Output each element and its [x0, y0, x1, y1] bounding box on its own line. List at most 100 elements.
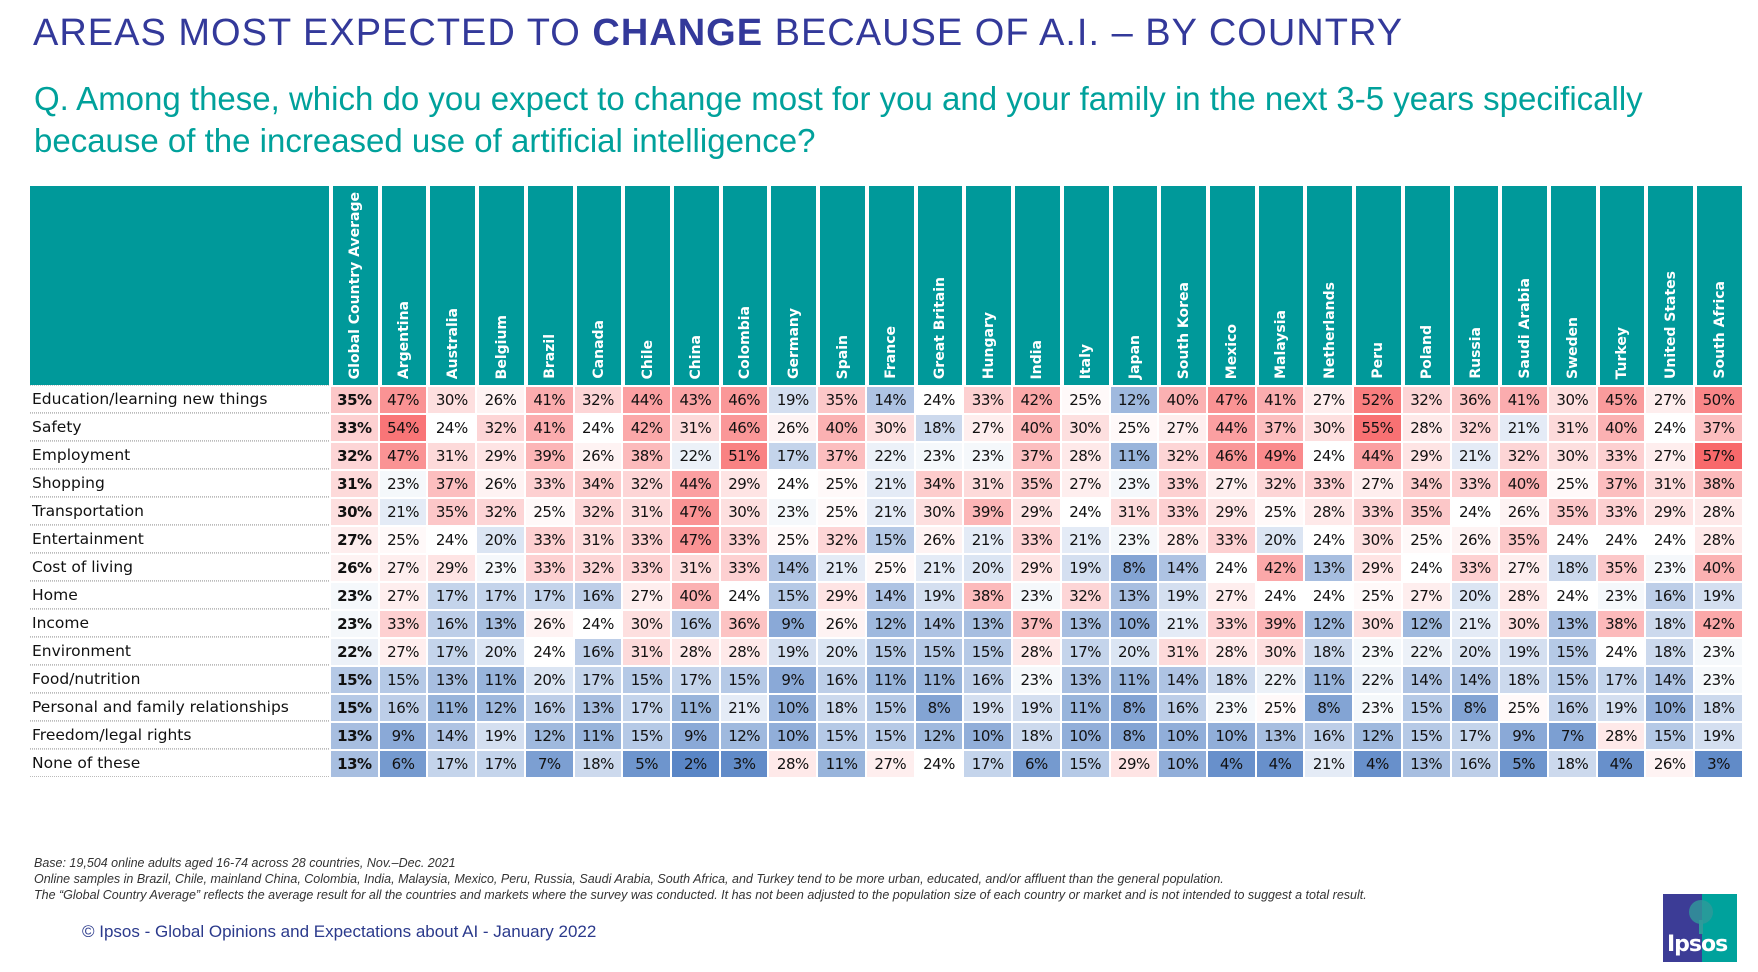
heatmap-cell: 13% — [1305, 553, 1353, 581]
heatmap-cell: 12% — [915, 721, 963, 749]
table-row: Personal and family relationships 15% 16% 1… — [30, 693, 1742, 721]
question-subtitle: Q. Among these, which do you expect to c… — [34, 80, 1643, 159]
heatmap-cell: 5% — [1500, 749, 1547, 777]
heatmap-cell: 33% — [1305, 469, 1353, 497]
heatmap-cell: 12% — [1110, 385, 1158, 413]
heatmap-cell: 47% — [379, 441, 427, 469]
heatmap-cell: 33% — [525, 525, 573, 553]
heatmap-cell: 14% — [1159, 553, 1206, 581]
heatmap-cell: 20% — [964, 553, 1012, 581]
heatmap-cell: 15% — [866, 721, 914, 749]
heatmap-cell: 18% — [1013, 721, 1060, 749]
heatmap-cell: 10% — [769, 721, 817, 749]
heatmap-cell: 28% — [1013, 637, 1060, 665]
header-row: Global Country Average Argentina Australia… — [30, 186, 1742, 385]
column-header-label: Netherlands — [1321, 282, 1338, 379]
heatmap-cell: 55% — [1354, 413, 1401, 441]
global-average-cell: 32% — [331, 441, 378, 469]
heatmap-cell: 31% — [1110, 497, 1158, 525]
heatmap-cell: 23% — [1354, 693, 1401, 721]
heatmap-cell: 8% — [1110, 693, 1158, 721]
heatmap-cell: 47% — [379, 385, 427, 413]
heatmap-cell: 38% — [1597, 609, 1645, 637]
heatmap-cell: 29% — [477, 441, 524, 469]
heatmap-cell: 11% — [428, 693, 476, 721]
global-average-cell: 27% — [331, 525, 378, 553]
global-average-cell: 33% — [331, 413, 378, 441]
heatmap-cell: 16% — [379, 693, 427, 721]
heatmap-cell: 30% — [428, 385, 476, 413]
row-label: Entertainment — [30, 525, 329, 553]
heatmap-cell: 33% — [623, 553, 671, 581]
heatmap-cell: 38% — [964, 581, 1012, 609]
column-header: United States — [1646, 186, 1694, 385]
heatmap-cell: 11% — [574, 721, 622, 749]
heatmap-cell: 20% — [1451, 637, 1499, 665]
heatmap-cell: 31% — [964, 469, 1012, 497]
heatmap-cell: 4% — [1207, 749, 1255, 777]
heatmap-cell: 30% — [1061, 413, 1109, 441]
heatmap-cell: 8% — [1110, 721, 1158, 749]
column-header-label: Hungary — [980, 311, 997, 379]
global-average-cell: 26% — [331, 553, 378, 581]
heatmap-cell: 40% — [672, 581, 719, 609]
heatmap-cell: 18% — [1548, 553, 1596, 581]
heatmap-cell: 8% — [1451, 693, 1499, 721]
heatmap-cell: 33% — [1159, 469, 1206, 497]
table-row: Home 23% 27% 17% 17% 17% 16% 27% 40% 24% 15% 29% 14%… — [30, 581, 1742, 609]
global-average-cell: 13% — [331, 721, 378, 749]
row-label: None of these — [30, 749, 329, 777]
heatmap-cell: 4% — [1354, 749, 1401, 777]
heatmap-cell: 11% — [915, 665, 963, 693]
heatmap-cell: 44% — [1354, 441, 1401, 469]
heatmap-cell: 21% — [1500, 413, 1547, 441]
heatmap-cell: 17% — [623, 693, 671, 721]
heatmap-cell: 30% — [720, 497, 768, 525]
heatmap-cell: 24% — [1646, 413, 1694, 441]
column-header: South Korea — [1159, 186, 1206, 385]
heatmap-cell: 28% — [769, 749, 817, 777]
heatmap-cell: 29% — [1402, 441, 1450, 469]
heatmap-cell: 13% — [1402, 749, 1450, 777]
heatmap-cell: 47% — [672, 525, 719, 553]
heatmap-cell: 33% — [1597, 497, 1645, 525]
heatmap-cell: 27% — [379, 553, 427, 581]
heatmap-cell: 15% — [866, 637, 914, 665]
heatmap-cell: 19% — [1695, 721, 1742, 749]
heatmap-cell: 25% — [1256, 693, 1304, 721]
column-header: Japan — [1110, 186, 1158, 385]
heatmap-cell: 28% — [1695, 525, 1742, 553]
heatmap-cell: 24% — [1402, 553, 1450, 581]
tree-trunk-icon — [1699, 920, 1703, 934]
heatmap-cell: 30% — [1354, 525, 1401, 553]
heatmap-cell: 10% — [1646, 693, 1694, 721]
heatmap-cell: 24% — [428, 413, 476, 441]
heatmap-cell: 13% — [1548, 609, 1596, 637]
column-header: Argentina — [379, 186, 427, 385]
heatmap-cell: 25% — [1110, 413, 1158, 441]
heatmap-cell: 27% — [1207, 469, 1255, 497]
heatmap-cell: 19% — [769, 637, 817, 665]
heatmap-cell: 24% — [1646, 525, 1694, 553]
heatmap-cell: 42% — [623, 413, 671, 441]
heatmap-cell: 27% — [379, 637, 427, 665]
column-header: Hungary — [964, 186, 1012, 385]
heatmap-cell: 21% — [915, 553, 963, 581]
heatmap-cell: 15% — [1646, 721, 1694, 749]
heatmap-cell: 9% — [1500, 721, 1547, 749]
heatmap-cell: 19% — [769, 385, 817, 413]
heatmap-cell: 4% — [1597, 749, 1645, 777]
heatmap-cell: 15% — [379, 665, 427, 693]
heatmap-cell: 17% — [769, 441, 817, 469]
column-header: Spain — [818, 186, 865, 385]
heatmap-cell: 50% — [1695, 385, 1742, 413]
heatmap-cell: 37% — [1256, 413, 1304, 441]
heatmap-cell: 17% — [1597, 665, 1645, 693]
heatmap-cell: 10% — [769, 693, 817, 721]
column-header-label: Russia — [1467, 327, 1484, 379]
column-header: South Africa — [1695, 186, 1742, 385]
heatmap-cell: 17% — [477, 749, 524, 777]
heatmap-cell: 33% — [1451, 553, 1499, 581]
heatmap-cell: 9% — [672, 721, 719, 749]
heatmap-cell: 24% — [915, 385, 963, 413]
